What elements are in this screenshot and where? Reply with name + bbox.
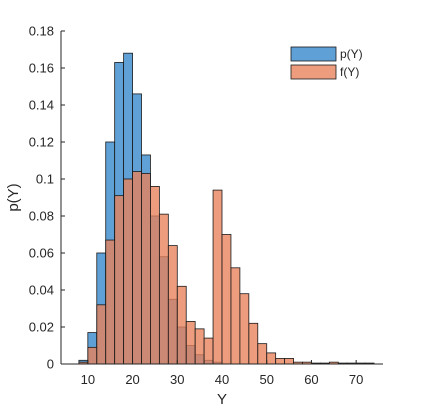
bar-f-21 [266,352,277,365]
bar-f-5 [123,178,133,365]
bar-f-15 [212,189,223,365]
bar-f-3 [105,239,116,365]
x-tick-label-6: 70 [349,372,363,387]
legend-swatch-p [290,46,337,62]
y-tick-label-8: 0.16 [29,61,54,76]
bar-f-10 [167,245,178,365]
legend: p(Y) f(Y) [290,46,363,80]
bar-f-9 [158,213,169,365]
bar-f-13 [194,328,205,365]
bar-f-7 [141,173,151,365]
y-tick-label-7: 0.14 [29,98,54,113]
x-tick-label-1: 20 [125,372,139,387]
bar-f-2 [96,304,107,365]
bar-f-22 [275,358,286,365]
bar-f-20 [257,343,268,365]
bars-layer [78,52,375,365]
y-tick-label-4: 0.08 [29,209,54,224]
ticks: 10 20 30 40 50 60 70 0 0.02 0.04 0.06 0.08 0.1 0.12 0.… [29,24,364,388]
bar-f-16 [221,234,232,365]
bar-f-17 [230,267,241,365]
x-tick-label-2: 30 [170,372,184,387]
bar-f-4 [114,195,125,365]
y-tick-label-0: 0 [47,357,54,372]
x-tick-label-0: 10 [81,372,95,387]
y-tick-label-5: 0.1 [36,172,54,187]
bar-f-6 [132,171,142,365]
bar-f-14 [203,337,214,365]
bar-f-11 [176,285,187,365]
legend-swatch-f [290,64,337,80]
legend-label-p: p(Y) [340,47,363,61]
y-tick-label-6: 0.12 [29,135,54,150]
bar-f-1 [87,346,98,365]
y-tick-label-3: 0.06 [29,246,54,261]
y-tick-label-2: 0.04 [29,283,54,298]
y-tick-label-1: 0.02 [29,320,54,335]
x-tick-label-4: 50 [259,372,273,387]
y-axis-label: p(Y) [5,183,22,211]
x-tick-label-5: 60 [304,372,318,387]
bar-f-12 [185,321,196,365]
x-tick-label-3: 40 [215,372,229,387]
bar-f-19 [248,322,259,365]
x-axis-label: Y [217,391,227,408]
bar-f-18 [239,293,250,365]
legend-label-f: f(Y) [340,65,359,79]
bar-f-23 [284,358,294,365]
bar-f-8 [150,185,160,365]
y-tick-label-9: 0.18 [29,24,54,39]
